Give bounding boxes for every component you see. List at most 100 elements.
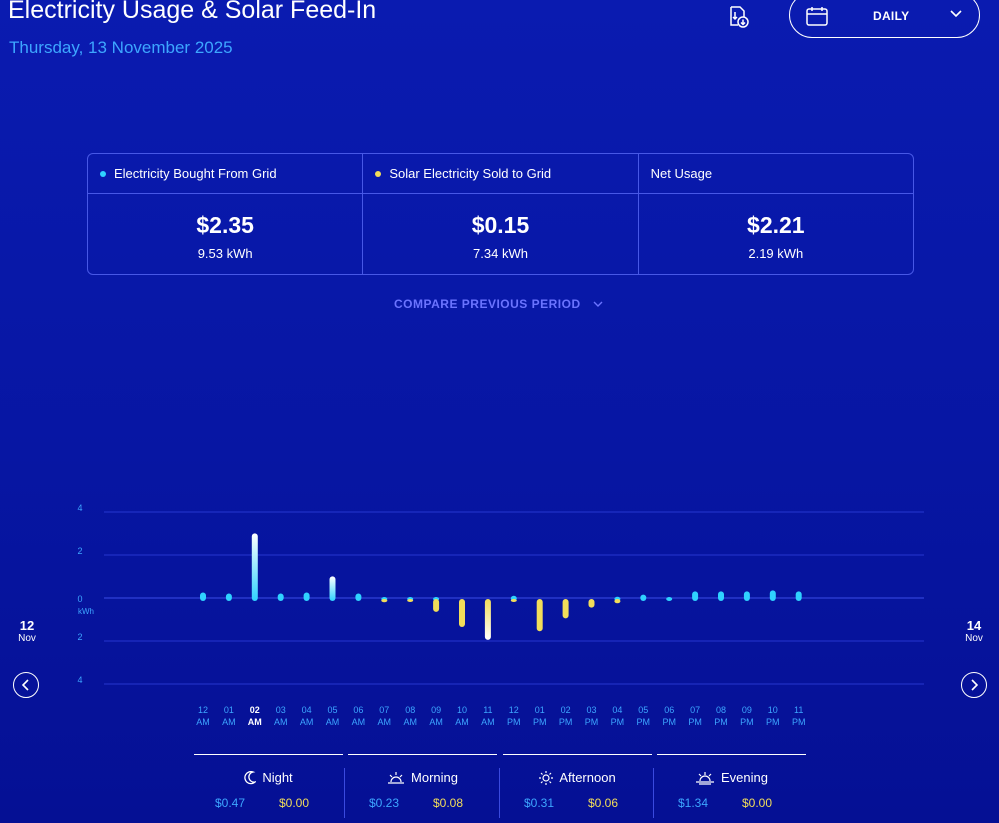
bar-sold	[588, 599, 595, 608]
compare-previous-period-button[interactable]: COMPARE PREVIOUS PERIOD	[394, 297, 603, 311]
bar-sold	[562, 599, 569, 619]
x-tick-label-hour: 04	[302, 705, 312, 715]
sold-legend-dot	[375, 170, 382, 177]
previous-day-month: Nov	[18, 633, 36, 644]
bar-bought	[277, 593, 284, 601]
x-tick-label-ampm: AM	[455, 717, 469, 727]
bar-sold	[433, 599, 440, 612]
x-tick-label-hour: 11	[794, 705, 803, 715]
x-tick-label-ampm: PM	[662, 717, 676, 727]
bar-bought	[769, 590, 776, 601]
x-tick-label-hour: 09	[431, 705, 441, 715]
x-tick-label-hour: 07	[379, 705, 389, 715]
time-of-day-breakdown: Night $0.47 $0.00 Morning $0.23 $0.08 Af…	[194, 754, 806, 818]
bar-sold	[407, 599, 414, 602]
x-tick-label-ampm: AM	[481, 717, 495, 727]
y-tick-label: 0	[77, 594, 82, 604]
y-tick-label: 4	[77, 503, 82, 513]
summary-sold-kwh: 7.34 kWh	[473, 246, 528, 261]
period-night-sold: $0.00	[278, 796, 309, 810]
bar-bought	[692, 591, 699, 601]
previous-day-number: 12	[19, 618, 35, 633]
y-tick-label: 2	[77, 546, 82, 556]
summary-net-amount: $2.21	[747, 212, 805, 238]
period-afternoon-name: Afternoon	[559, 770, 616, 785]
summary-bought: Electricity Bought From Grid $2.35 9.53 …	[88, 154, 364, 274]
period-afternoon: Afternoon $0.31 $0.06	[499, 754, 652, 818]
x-tick-label-hour: 06	[353, 705, 363, 715]
period-night-bought: $0.47	[215, 796, 246, 810]
x-tick-label-ampm: AM	[274, 717, 288, 727]
x-tick-label-hour: 02	[561, 705, 571, 715]
period-select-value: DAILY	[873, 9, 910, 23]
x-tick-label-hour: 08	[716, 705, 726, 715]
download-report-button[interactable]	[725, 4, 751, 30]
summary-bought-label: Electricity Bought From Grid	[114, 166, 277, 181]
x-tick-label-hour: 04	[612, 705, 622, 715]
x-tick-label-hour: 01	[535, 705, 545, 715]
bar-bought	[225, 593, 232, 601]
x-tick-label-ampm: PM	[585, 717, 599, 727]
x-tick-label-ampm: AM	[403, 717, 417, 727]
period-morning-sold: $0.08	[432, 796, 463, 810]
chevron-left-icon	[22, 679, 29, 691]
period-evening: Evening $1.34 $0.00	[653, 754, 806, 818]
period-afternoon-bought: $0.31	[524, 796, 555, 810]
selected-date: Thursday, 13 November 2025	[9, 38, 233, 57]
sunrise-icon	[388, 771, 405, 784]
x-tick-label-ampm: PM	[740, 717, 754, 727]
y-axis-unit: kWh	[78, 607, 94, 616]
chevron-down-icon	[950, 10, 962, 18]
x-tick-label-ampm: AM	[300, 717, 314, 727]
x-tick-label-ampm: PM	[637, 717, 651, 727]
x-tick-label-hour: 02	[250, 705, 260, 715]
period-night-name: Night	[262, 770, 293, 785]
x-tick-label-ampm: AM	[222, 717, 236, 727]
chevron-down-icon	[593, 301, 603, 307]
x-tick-label-hour: 05	[327, 705, 337, 715]
bar-sold	[484, 599, 491, 640]
chevron-right-icon	[971, 679, 978, 691]
x-tick-label-hour: 11	[483, 705, 492, 715]
next-day-button[interactable]	[961, 672, 987, 698]
x-tick-label-hour: 06	[664, 705, 674, 715]
period-afternoon-sold: $0.06	[587, 796, 618, 810]
x-tick-label-hour: 01	[224, 705, 234, 715]
period-select[interactable]: DAILY	[789, 0, 980, 38]
x-tick-label-ampm: AM	[326, 717, 340, 727]
moon-icon	[244, 770, 257, 784]
x-tick-label-hour: 08	[405, 705, 415, 715]
bar-bought	[355, 593, 362, 601]
x-tick-label-ampm: AM	[196, 717, 210, 727]
x-tick-label-hour: 09	[742, 705, 752, 715]
bar-sold	[536, 599, 543, 632]
x-tick-label-ampm: PM	[507, 717, 521, 727]
x-tick-label-hour: 10	[768, 705, 778, 715]
x-tick-label-ampm: PM	[766, 717, 780, 727]
bar-sold	[614, 599, 621, 604]
bar-bought	[666, 597, 673, 601]
y-tick-label: 4	[77, 675, 82, 685]
next-day-month: Nov	[965, 633, 983, 644]
bar-sold	[381, 599, 388, 603]
x-tick-label-hour: 10	[457, 705, 467, 715]
period-morning-name: Morning	[411, 770, 458, 785]
x-tick-label-hour: 12	[509, 705, 519, 715]
summary-bought-kwh: 9.53 kWh	[197, 246, 253, 261]
summary-bought-amount: $2.35	[196, 212, 254, 238]
period-morning: Morning $0.23 $0.08	[344, 754, 497, 818]
x-tick-label-ampm: PM	[533, 717, 547, 727]
bar-bought	[718, 591, 724, 601]
compare-label: COMPARE PREVIOUS PERIOD	[394, 297, 581, 311]
x-tick-label-ampm: AM	[378, 717, 392, 727]
summary-sold: Solar Electricity Sold to Grid $0.15 7.3…	[363, 154, 639, 274]
x-tick-label-ampm: PM	[611, 717, 625, 727]
x-tick-label-ampm: AM	[429, 717, 443, 727]
previous-day-label: 12 Nov	[12, 618, 42, 644]
bar-bought	[251, 533, 258, 601]
sunset-icon	[696, 771, 714, 785]
x-tick-label-ampm: PM	[714, 717, 728, 727]
x-tick-label-hour: 07	[690, 705, 700, 715]
previous-day-button[interactable]	[13, 672, 39, 698]
next-day-number: 14	[966, 618, 982, 633]
